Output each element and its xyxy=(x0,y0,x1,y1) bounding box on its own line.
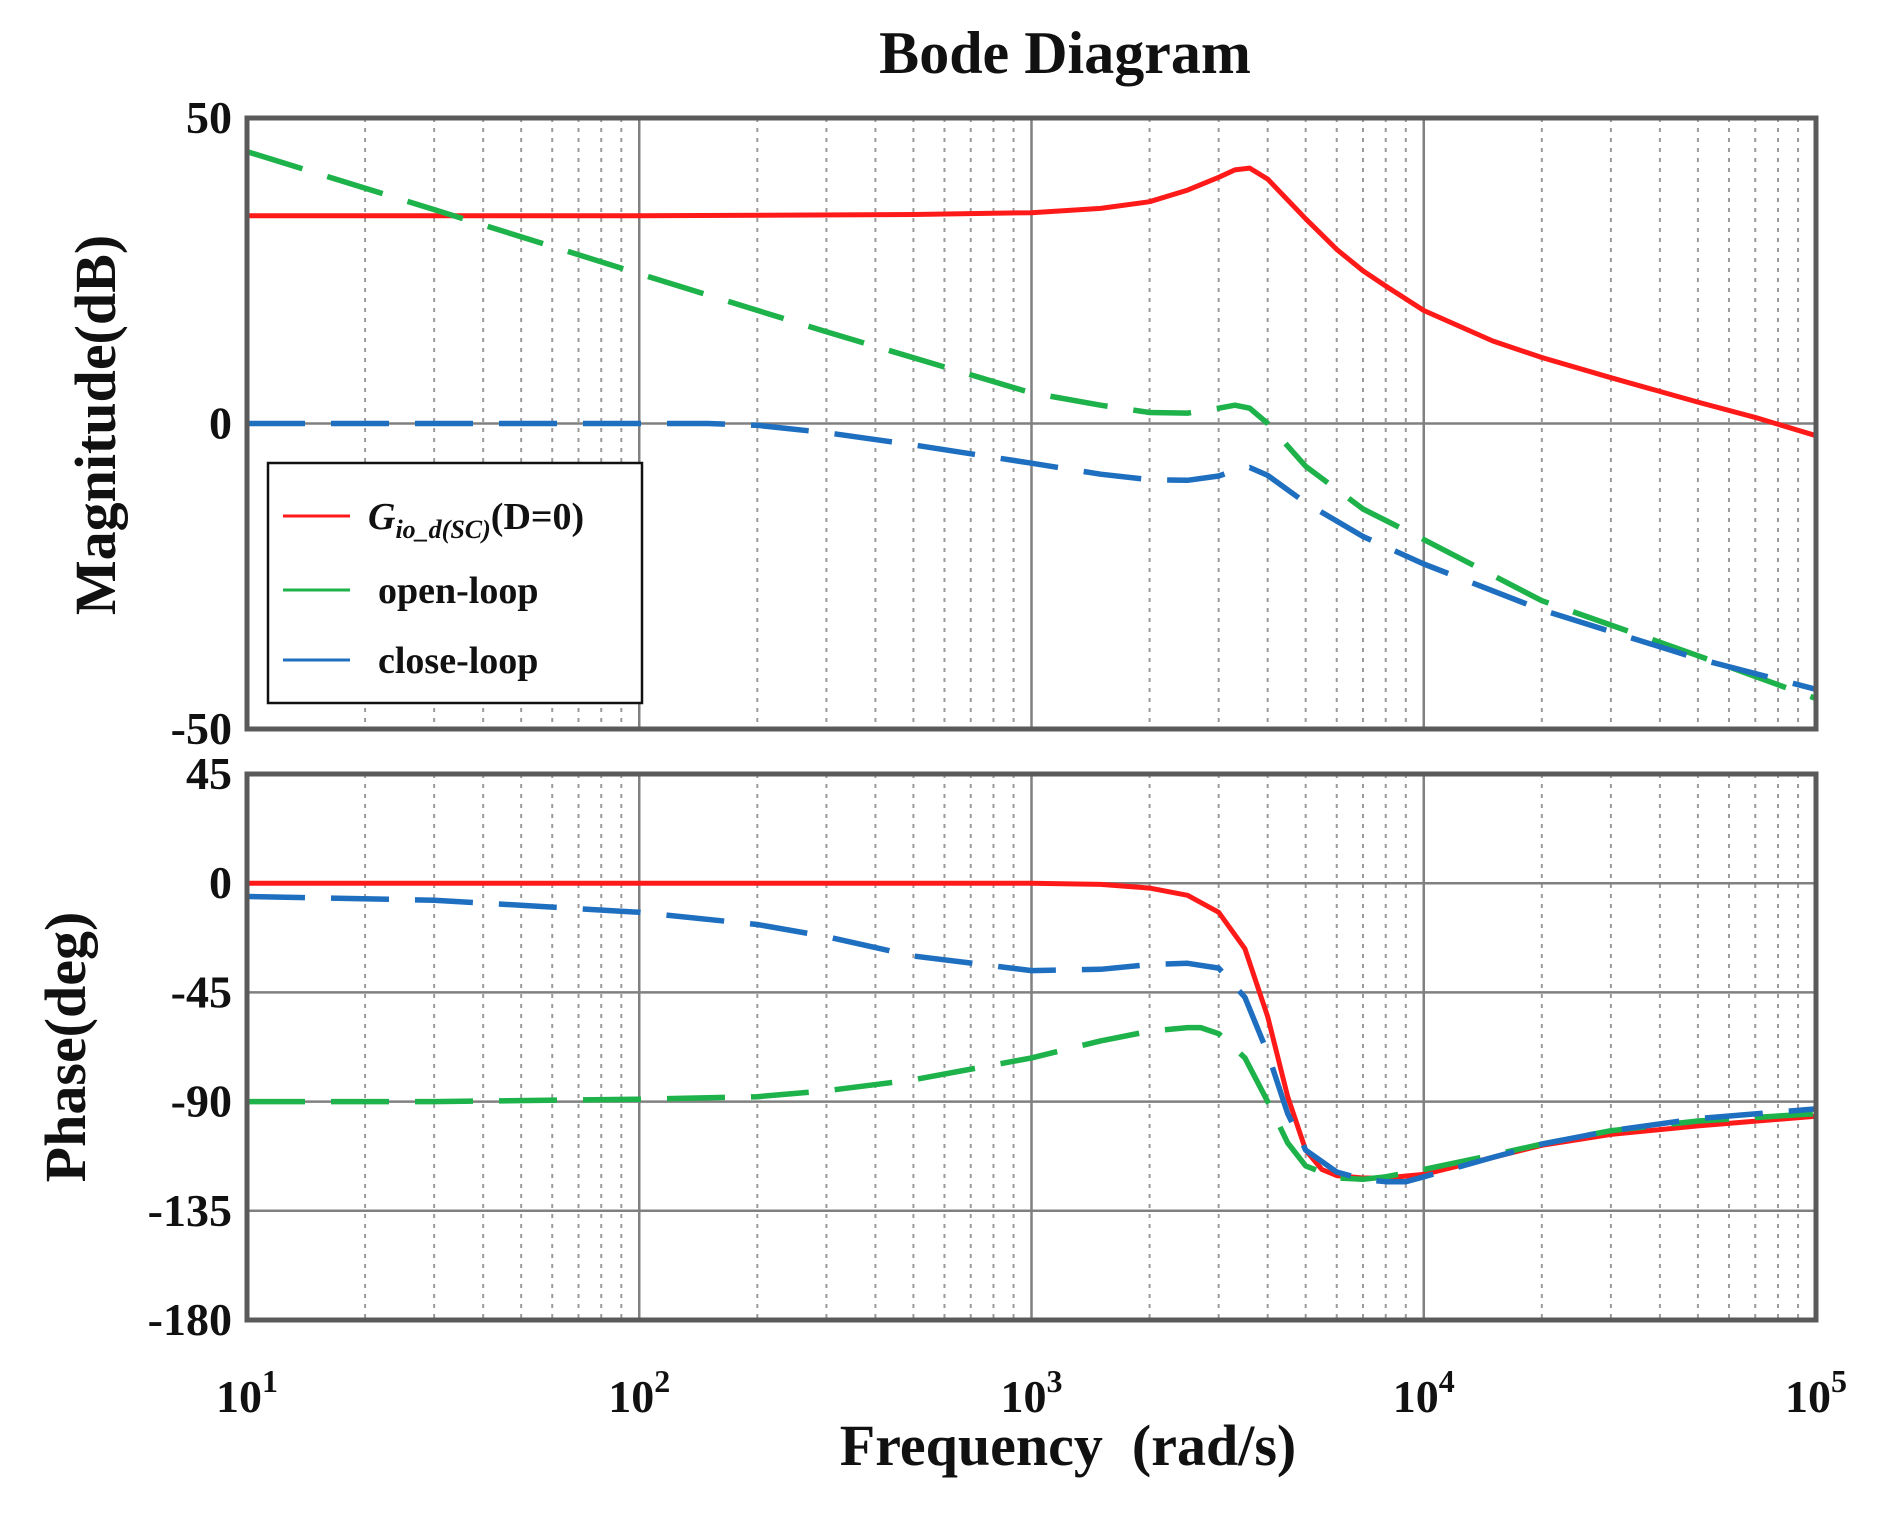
legend-label-close-loop: close-loop xyxy=(378,640,538,682)
magnitude-axes-frame xyxy=(244,115,1819,732)
y-tick-label: 45 xyxy=(186,748,232,799)
magnitude-curves xyxy=(246,148,1817,702)
x-tick-label: 104 xyxy=(1393,1363,1455,1422)
legend-gio-sub: io_d(SC) xyxy=(395,515,490,544)
legend-box xyxy=(266,461,644,705)
phase-ylabel: Phase(deg) xyxy=(33,912,98,1183)
x-tick-label: 105 xyxy=(1785,1363,1847,1422)
x-tick-label: 101 xyxy=(216,1363,278,1422)
phase-curves xyxy=(246,880,1817,1185)
x-tick-labels: 101 102 103 104 105 xyxy=(216,1363,1847,1422)
x-tick-label: 102 xyxy=(608,1363,670,1422)
magnitude-series-gio xyxy=(247,165,1817,439)
y-tick-label: 0 xyxy=(209,398,232,449)
magnitude-series-close_loop xyxy=(247,420,1817,692)
legend: Gio_d(SC)(D=0) open-loop close-loop xyxy=(266,461,644,705)
y-tick-label: -45 xyxy=(171,966,232,1017)
x-tick-label: 103 xyxy=(1001,1363,1063,1422)
legend-gio-main: G xyxy=(368,496,396,538)
y-tick-label: 50 xyxy=(186,92,232,143)
magnitude-y-tick-labels: 50 0 -50 xyxy=(171,92,232,754)
y-tick-label: 0 xyxy=(209,857,232,908)
x-axis-label: Frequency (rad/s) xyxy=(840,1413,1296,1478)
y-tick-label: -90 xyxy=(171,1076,232,1127)
magnitude-ylabel: Magnitude(dB) xyxy=(63,235,128,615)
legend-label-open-loop: open-loop xyxy=(378,570,538,612)
phase-series-open_loop xyxy=(247,1024,1817,1183)
y-tick-label: -135 xyxy=(148,1185,232,1236)
axes-frames xyxy=(244,115,1819,1323)
magnitude-series-open_loop xyxy=(246,148,1817,702)
y-tick-label: -50 xyxy=(171,703,232,754)
legend-gio-rest: (D=0) xyxy=(491,496,584,538)
legend-label-gio: Gio_d(SC)(D=0) xyxy=(368,496,584,544)
phase-grid xyxy=(247,774,1816,1320)
phase-y-tick-labels: 45 0 -45 -90 -135 -180 xyxy=(148,748,232,1345)
y-tick-label: -180 xyxy=(148,1294,232,1345)
phase-axes-frame xyxy=(244,771,1819,1323)
phase-series-close_loop xyxy=(246,893,1817,1185)
chart-title: Bode Diagram xyxy=(879,20,1251,86)
